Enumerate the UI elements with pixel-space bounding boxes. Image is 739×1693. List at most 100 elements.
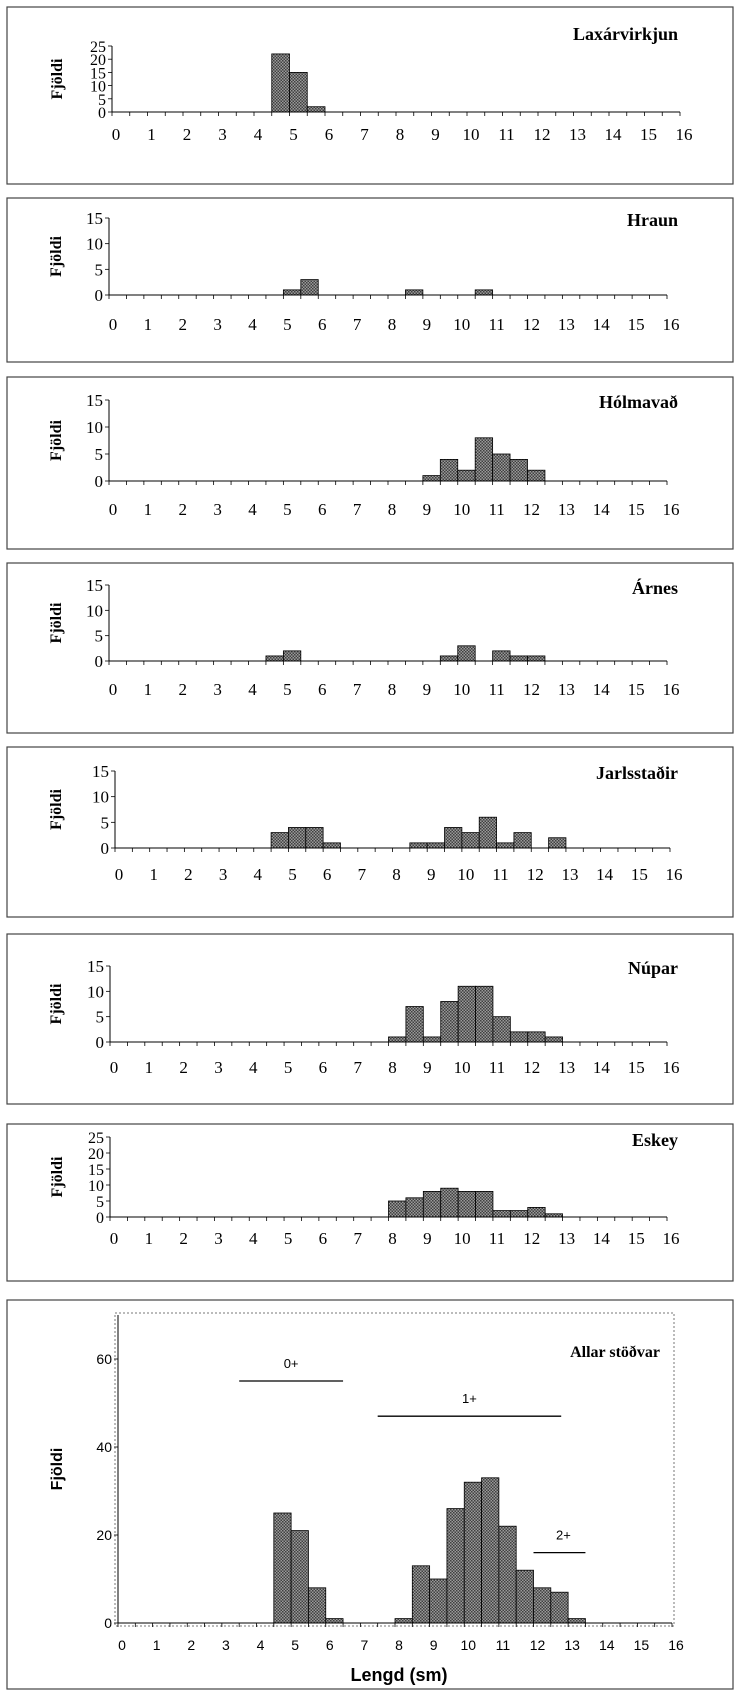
x-tick-label: 6 bbox=[318, 680, 327, 699]
x-tick-label: 8 bbox=[388, 315, 397, 334]
histogram-bar bbox=[270, 832, 289, 849]
x-tick-label: 5 bbox=[283, 315, 292, 334]
panel-frame bbox=[6, 197, 734, 363]
x-tick-label: 9 bbox=[423, 1229, 432, 1248]
x-tick-label: 6 bbox=[318, 500, 327, 519]
histogram-bar bbox=[496, 842, 515, 849]
age-group-label: 1+ bbox=[462, 1391, 477, 1406]
x-tick-label: 1 bbox=[144, 680, 153, 699]
histogram-bar bbox=[405, 1197, 424, 1218]
x-tick-label: 15 bbox=[628, 1229, 645, 1248]
x-tick-label: 8 bbox=[388, 500, 397, 519]
x-tick-label: 9 bbox=[430, 1637, 438, 1653]
x-tick-label: 11 bbox=[489, 1229, 505, 1248]
histogram-bar bbox=[440, 1001, 459, 1043]
histogram-bar bbox=[405, 289, 424, 296]
x-tick-label: 11 bbox=[496, 1637, 511, 1653]
x-tick-label: 14 bbox=[593, 500, 611, 519]
y-tick-label: 15 bbox=[86, 391, 103, 410]
histogram-bar bbox=[444, 827, 463, 849]
x-tick-label: 5 bbox=[288, 865, 297, 884]
x-tick-label: 14 bbox=[593, 680, 611, 699]
chart-panel-6: 0 1 2 3 4 5 6 7 8 9 10 11 12 13 14 15 16051015FjöldiNúpa… bbox=[6, 933, 734, 1105]
x-tick-label: 8 bbox=[392, 865, 401, 884]
y-tick-label: 15 bbox=[88, 1162, 104, 1179]
x-tick-label: 0 bbox=[109, 500, 118, 519]
y-tick-label: 15 bbox=[86, 576, 103, 595]
y-tick-label: 0 bbox=[96, 1033, 105, 1052]
x-tick-label: 4 bbox=[249, 1229, 258, 1248]
x-tick-label: 16 bbox=[663, 500, 680, 519]
histogram-bar bbox=[439, 458, 459, 482]
x-tick-label: 3 bbox=[222, 1637, 230, 1653]
x-tick-label: 13 bbox=[558, 1229, 575, 1248]
histogram-bar bbox=[513, 832, 532, 849]
chart-panel-1: 0 1 2 3 4 5 6 7 8 9 10 11 12 13 14 15 160510152025Fjöldi… bbox=[6, 6, 734, 185]
x-tick-label: 3 bbox=[213, 500, 222, 519]
histogram-bar bbox=[273, 1512, 292, 1624]
x-tick-label: 4 bbox=[248, 500, 257, 519]
x-tick-label: 2 bbox=[183, 125, 192, 144]
x-tick-label: 14 bbox=[593, 1229, 611, 1248]
histogram-bar bbox=[492, 453, 511, 482]
histogram-bar bbox=[429, 1578, 448, 1624]
x-tick-label: 14 bbox=[593, 1058, 611, 1077]
histogram-bar bbox=[422, 1036, 442, 1043]
histogram-bar bbox=[405, 1006, 424, 1043]
chart-title: Laxárvirkjun bbox=[573, 24, 678, 44]
chart-panel-4: 0 1 2 3 4 5 6 7 8 9 10 11 12 13 14 15 16051015FjöldiÁrne… bbox=[6, 562, 734, 734]
x-tick-label: 1 bbox=[144, 500, 153, 519]
x-tick-label: 8 bbox=[388, 680, 397, 699]
y-tick-label: 15 bbox=[87, 957, 104, 976]
histogram-bar bbox=[388, 1036, 407, 1043]
x-tick-label: 7 bbox=[360, 125, 369, 144]
x-tick-label: 3 bbox=[213, 680, 222, 699]
histogram-bar bbox=[509, 1210, 529, 1218]
histogram-bar bbox=[492, 650, 511, 662]
x-tick-label: 10 bbox=[454, 1229, 471, 1248]
x-tick-label: 2 bbox=[184, 865, 193, 884]
histogram-bar bbox=[288, 827, 307, 849]
chart-panel-3: 0 1 2 3 4 5 6 7 8 9 10 11 12 13 14 15 16051015FjöldiHólm… bbox=[6, 376, 734, 550]
histogram-bar bbox=[548, 837, 567, 849]
x-tick-label: 4 bbox=[254, 125, 263, 144]
y-axis-label: Fjöldi bbox=[48, 789, 65, 830]
y-axis-label: Fjöldi bbox=[49, 58, 66, 99]
y-tick-label: 5 bbox=[101, 813, 110, 832]
histogram-bar bbox=[271, 53, 290, 113]
x-tick-label: 4 bbox=[254, 865, 263, 884]
x-tick-label: 3 bbox=[219, 865, 228, 884]
histogram-bar bbox=[388, 1200, 407, 1218]
x-tick-label: 16 bbox=[663, 315, 680, 334]
histogram-bar bbox=[492, 1210, 511, 1218]
x-tick-label: 15 bbox=[628, 315, 645, 334]
x-tick-label: 11 bbox=[489, 1058, 505, 1077]
x-tick-label: 6 bbox=[325, 125, 334, 144]
histogram-bar bbox=[308, 1587, 327, 1624]
x-tick-label: 5 bbox=[283, 680, 292, 699]
x-tick-label: 0 bbox=[110, 1229, 119, 1248]
x-tick-label: 16 bbox=[666, 865, 683, 884]
histogram-bar bbox=[544, 1036, 563, 1043]
panel-frame bbox=[6, 933, 734, 1105]
x-tick-label: 2 bbox=[179, 500, 188, 519]
histogram-bar bbox=[457, 469, 476, 482]
x-tick-label: 7 bbox=[358, 865, 367, 884]
histogram-bar bbox=[533, 1587, 552, 1624]
x-tick-label: 11 bbox=[492, 865, 508, 884]
x-tick-label: 13 bbox=[569, 125, 586, 144]
x-tick-label: 6 bbox=[318, 315, 327, 334]
x-tick-label: 2 bbox=[179, 315, 188, 334]
x-tick-label: 6 bbox=[319, 1229, 328, 1248]
y-tick-label: 10 bbox=[90, 79, 106, 96]
histogram-bar bbox=[300, 279, 319, 296]
x-tick-label: 5 bbox=[284, 1229, 293, 1248]
x-tick-label: 12 bbox=[523, 500, 540, 519]
x-tick-label: 3 bbox=[218, 125, 227, 144]
x-tick-label: 4 bbox=[257, 1637, 265, 1653]
x-tick-label: 9 bbox=[423, 500, 432, 519]
x-tick-label: 5 bbox=[289, 125, 298, 144]
x-tick-label: 8 bbox=[388, 1229, 397, 1248]
histogram-bar bbox=[457, 1191, 476, 1218]
chart-title: Jarlsstaðir bbox=[596, 763, 678, 783]
